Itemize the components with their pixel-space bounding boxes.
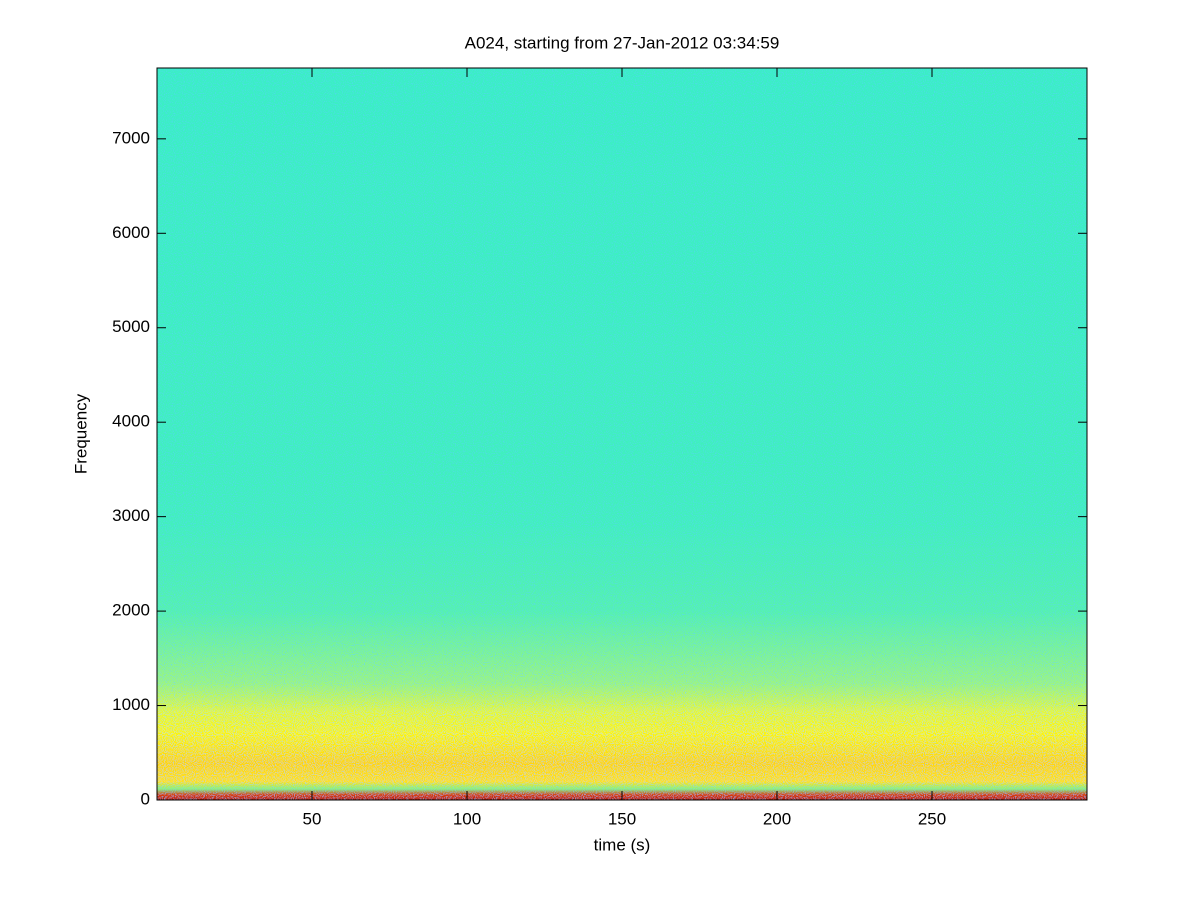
x-tick-label: 100: [453, 809, 481, 828]
x-tick-label: 150: [608, 809, 636, 828]
x-tick-label: 250: [918, 809, 946, 828]
y-axis-label: Frequency: [71, 393, 90, 474]
y-tick-label: 5000: [112, 317, 150, 336]
y-tick-label: 1000: [112, 695, 150, 714]
y-tick-label: 4000: [112, 412, 150, 431]
y-tick-label: 0: [141, 789, 150, 808]
y-tick-label: 7000: [112, 128, 150, 147]
x-tick-label: 200: [763, 809, 791, 828]
y-tick-label: 3000: [112, 506, 150, 525]
chart-title: A024, starting from 27-Jan-2012 03:34:59: [465, 33, 780, 52]
y-tick-label: 6000: [112, 223, 150, 242]
x-tick-label: 50: [303, 809, 322, 828]
x-axis-label: time (s): [594, 835, 651, 854]
spectrogram-image: [157, 68, 1087, 800]
y-tick-label: 2000: [112, 601, 150, 620]
